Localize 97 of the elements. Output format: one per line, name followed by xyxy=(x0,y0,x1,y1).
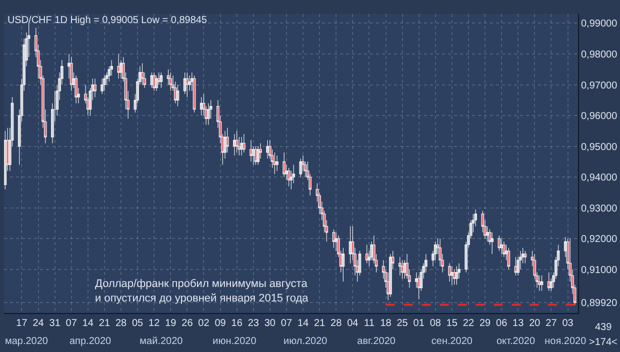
x-tick-label: 25 xyxy=(396,318,408,330)
y-tick-label: 0,95000 xyxy=(581,142,618,153)
x2-tick-label: мар.2020 xyxy=(4,336,48,348)
x-tick-label: 04 xyxy=(347,318,359,330)
x2-tick-label: май.2020 xyxy=(140,336,184,348)
chart-title: USD/CHF 1D High = 0,99005 Low = 0,89845 xyxy=(7,14,208,26)
x-tick-label: 16 xyxy=(231,318,243,330)
x-tick-label: 27 xyxy=(546,318,558,330)
x-tick-label: 29 xyxy=(479,318,492,330)
candlestick xyxy=(455,266,458,286)
y-tick-label: 0,89920 xyxy=(581,298,618,310)
x-tick-label: 11 xyxy=(364,318,375,330)
candlestick xyxy=(398,256,402,276)
candlestick xyxy=(342,248,345,282)
y-tick-label: 0,92000 xyxy=(581,234,618,246)
x-tick-label: 15 xyxy=(446,318,458,330)
candlestick xyxy=(200,96,203,116)
candlestick xyxy=(502,241,506,258)
y-tick-label: 0,97000 xyxy=(581,80,618,92)
x-tick-label: 02 xyxy=(198,318,210,330)
y-tick-label: 0,94000 xyxy=(581,172,618,184)
candlestick xyxy=(100,78,104,94)
candlestick xyxy=(74,75,78,104)
candlestick xyxy=(450,266,454,286)
candlestick xyxy=(500,238,503,254)
candlestick xyxy=(538,275,541,292)
candlestick xyxy=(140,62,144,86)
candlestick xyxy=(160,72,163,88)
x2-tick-label: окт.2020 xyxy=(496,336,536,348)
candlestick xyxy=(155,75,158,92)
candlestick xyxy=(117,54,120,79)
candlestick xyxy=(186,72,189,98)
candlestick xyxy=(176,84,180,107)
x-tick-label: 03 xyxy=(562,318,574,330)
candlestick xyxy=(94,78,96,98)
x-tick-label: 23 xyxy=(248,318,260,330)
x2-tick-label: апр.2020 xyxy=(70,336,112,348)
candlestick xyxy=(507,248,510,270)
candlestick xyxy=(389,254,392,298)
x-tick-label: 07 xyxy=(280,318,292,330)
candlestick xyxy=(152,72,156,92)
text: 439 xyxy=(595,322,612,333)
candlestick xyxy=(250,140,252,162)
x-tick-label: 08 xyxy=(430,318,442,330)
candlestick xyxy=(233,134,236,156)
candlestick xyxy=(299,158,302,178)
x2-tick-label: сен.2020 xyxy=(431,336,473,348)
x-tick-label: 05 xyxy=(132,318,144,330)
candlestick xyxy=(282,152,286,178)
x-tick-label: 06 xyxy=(496,318,508,330)
candlestick xyxy=(70,56,73,92)
x-tick-label: 01 xyxy=(413,318,425,330)
candlestick xyxy=(242,134,246,153)
x-tick-label: 19 xyxy=(165,318,177,330)
candlestick xyxy=(276,155,278,172)
x2-tick-label: ноя.2020 xyxy=(544,336,587,348)
candlestick xyxy=(169,72,172,92)
x-tick-label: 20 xyxy=(529,318,541,330)
y-tick-label: 0,91000 xyxy=(581,264,618,276)
candlestick xyxy=(448,262,451,282)
candlestick xyxy=(103,75,106,92)
x-tick-label: 26 xyxy=(182,318,194,330)
x-tick-label: 14 xyxy=(82,318,94,330)
x-tick-label: 28 xyxy=(115,318,128,330)
candlestick xyxy=(207,102,210,126)
x-tick-label: 28 xyxy=(330,318,342,330)
candlestick xyxy=(266,140,269,159)
x2-tick-label: авг.2020 xyxy=(357,336,396,348)
candlestick xyxy=(365,244,368,264)
x-tick-label: 07 xyxy=(66,318,78,330)
x-tick-label: 31 xyxy=(49,318,61,330)
x-tick-label: 21 xyxy=(314,318,326,330)
x-tick-label: 17 xyxy=(16,318,28,330)
candlestick xyxy=(490,232,494,254)
y-tick-label: 0,98000 xyxy=(581,50,618,60)
y-tick-label: 0,99000 xyxy=(581,18,618,30)
candlestick xyxy=(273,152,276,174)
text: >174< xyxy=(589,337,618,348)
x-tick-label: 12 xyxy=(148,318,160,330)
x2-tick-label: июл.2020 xyxy=(284,336,328,348)
x-tick-label: 18 xyxy=(380,318,392,330)
candlestick xyxy=(524,250,527,264)
x-tick-label: 14 xyxy=(297,318,310,330)
x-tick-label: 09 xyxy=(214,318,226,330)
y-tick-label: 0,93000 xyxy=(581,203,618,214)
x-tick-label: 30 xyxy=(264,318,276,330)
x-tick-label: 24 xyxy=(32,318,44,330)
x-tick-label: 13 xyxy=(512,318,524,330)
x-tick-label: 22 xyxy=(462,318,474,330)
x2-tick-label: июн.2020 xyxy=(212,336,257,348)
x-tick-label: 21 xyxy=(98,318,110,330)
candlestick xyxy=(235,130,238,153)
annotation: Доллар/франк пробил минимумы августа и опустился до уровней января 2015 года xyxy=(95,278,310,304)
y-tick-label: 0,96000 xyxy=(581,111,618,122)
candlestick xyxy=(547,272,550,292)
candlestick xyxy=(540,275,544,292)
candlestick xyxy=(256,146,260,166)
